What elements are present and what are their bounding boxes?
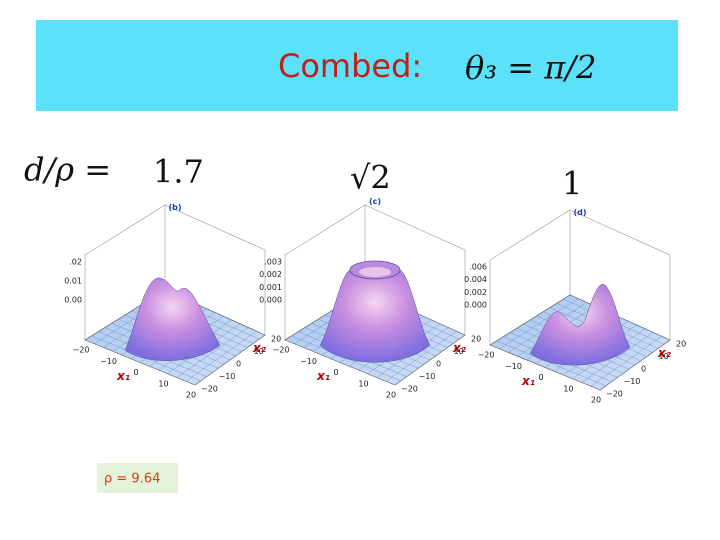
column-value: √2 (350, 159, 391, 197)
plots: (b).020.010.00−20−100102020100−10−20x₁x₂… (64, 197, 686, 405)
panel-label: (d) (573, 208, 586, 217)
z-tick-label: 0.002 (259, 270, 282, 279)
panel-label: (b) (168, 203, 181, 212)
x2-tick-label: 20 (676, 340, 686, 349)
x1-axis-label: x₁ (116, 369, 130, 383)
note: ρ = 9.64 (104, 472, 160, 487)
header-equation: θ₃ = π/2 (465, 49, 596, 87)
surface-bump (529, 283, 631, 366)
x1-axis-label: x₁ (316, 369, 330, 383)
x1-axis-label: x₁ (521, 374, 535, 388)
x2-tick-label: 10 (454, 347, 464, 356)
x1-tick-label: 20 (186, 391, 196, 400)
x1-tick-label: −10 (300, 357, 317, 366)
x1-tick-label: 0 (133, 368, 138, 377)
z-tick-label: 0.004 (464, 275, 487, 284)
x2-axis-label: x₂ (657, 346, 672, 360)
surface-plot: (c).0030.0020.0010.000−20−100102020100−1… (259, 197, 481, 400)
x2-tick-label: 20 (471, 335, 481, 344)
ratio-label: d/ρ = (24, 151, 111, 189)
surface-bump (124, 277, 221, 361)
x1-tick-label: 20 (386, 391, 396, 400)
x1-tick-label: 10 (563, 384, 573, 393)
x2-tick-label: 0 (641, 365, 646, 374)
z-tick-label: 0.001 (259, 283, 282, 292)
column-value: 1 (562, 165, 582, 203)
x2-tick-label: 10 (659, 352, 669, 361)
x2-tick-label: 20 (271, 335, 281, 344)
surface-plot: (d).0060.0040.0020.000−20−100102020100−1… (464, 208, 686, 405)
x2-tick-label: −10 (219, 372, 236, 381)
x1-tick-label: −10 (505, 362, 522, 371)
column-value: 1.7 (153, 153, 204, 191)
mesh-line (590, 336, 662, 387)
z-tick-label: 0.000 (259, 296, 282, 305)
x1-tick-label: −20 (73, 346, 90, 355)
x1-tick-label: 0 (333, 368, 338, 377)
x1-tick-label: 20 (591, 396, 601, 405)
x1-tick-label: −10 (100, 357, 117, 366)
z-tick-label: 0.01 (64, 277, 82, 286)
header-band (36, 20, 678, 111)
panel-label: (c) (369, 197, 381, 206)
x2-tick-label: 0 (436, 360, 441, 369)
z-tick-label: .02 (69, 258, 82, 267)
z-tick-label: .003 (264, 258, 282, 267)
mesh-line (385, 331, 457, 382)
x2-tick-label: −20 (201, 385, 218, 394)
surface-hole (359, 267, 391, 277)
x1-tick-label: 0 (538, 373, 543, 382)
x1-tick-label: 10 (158, 379, 168, 388)
mesh-line (185, 331, 257, 382)
x1-tick-label: 10 (358, 379, 368, 388)
z-tick-label: .006 (469, 263, 487, 272)
x1-tick-label: −20 (273, 346, 290, 355)
note-box (97, 463, 178, 493)
x2-tick-label: −20 (606, 390, 623, 399)
x2-tick-label: −10 (419, 372, 436, 381)
z-tick-label: 0.002 (464, 288, 487, 297)
x2-tick-label: −20 (401, 385, 418, 394)
x1-tick-label: −20 (478, 351, 495, 360)
x2-axis-label: x₂ (452, 341, 467, 355)
x2-tick-label: 0 (236, 360, 241, 369)
x2-axis-label: x₂ (252, 341, 267, 355)
header-title: Combed: (278, 47, 422, 85)
surface-bump (319, 269, 431, 363)
z-tick-label: 0.000 (464, 301, 487, 310)
x2-tick-label: −10 (624, 377, 641, 386)
z-tick-label: 0.00 (64, 296, 82, 305)
x2-tick-label: 10 (254, 347, 264, 356)
